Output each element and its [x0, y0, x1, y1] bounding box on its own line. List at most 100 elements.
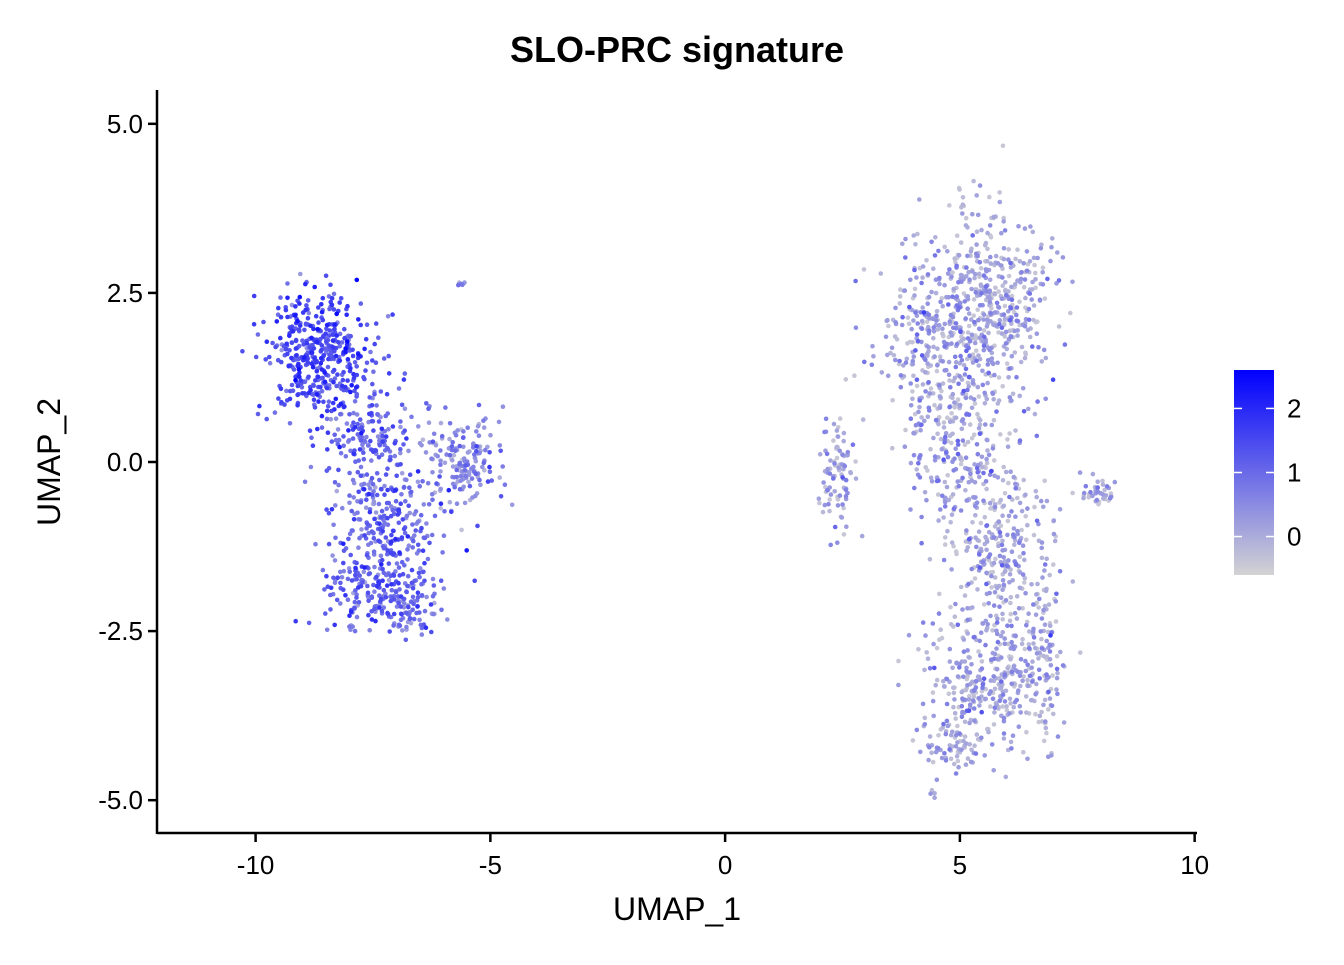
- cell-point: [974, 193, 979, 198]
- cell-point: [972, 401, 978, 406]
- cell-point: [294, 353, 299, 358]
- cell-point: [933, 235, 938, 240]
- cell-point: [960, 475, 965, 481]
- cell-point: [938, 436, 944, 442]
- cell-point: [919, 514, 924, 520]
- cell-point: [958, 461, 964, 467]
- cell-point: [945, 271, 951, 276]
- cell-point: [373, 360, 379, 366]
- cell-point: [930, 759, 936, 765]
- cell-point: [297, 370, 302, 375]
- cell-point: [927, 745, 932, 750]
- cell-point: [297, 294, 303, 300]
- cell-point: [309, 350, 315, 355]
- cell-point: [356, 585, 361, 590]
- cell-point: [350, 353, 356, 359]
- cell-point: [951, 286, 956, 292]
- cell-point: [976, 394, 982, 399]
- cell-point: [977, 552, 982, 557]
- cell-point: [1015, 528, 1020, 534]
- cell-point: [373, 510, 379, 515]
- cell-point: [1053, 619, 1059, 624]
- cell-point: [975, 411, 980, 417]
- cell-point: [985, 362, 991, 367]
- cell-point: [991, 722, 997, 727]
- cell-point: [420, 548, 426, 553]
- cell-point: [311, 397, 317, 403]
- cell-point: [296, 374, 302, 379]
- cell-point: [324, 468, 330, 474]
- cell-point: [365, 521, 370, 527]
- cell-point: [963, 215, 969, 221]
- cell-point: [404, 477, 409, 483]
- cell-point: [314, 392, 320, 397]
- cell-point: [955, 442, 961, 447]
- cell-point: [1031, 317, 1036, 323]
- cell-point: [371, 582, 376, 588]
- cell-point: [913, 242, 918, 247]
- cell-point: [964, 528, 969, 533]
- cell-point: [1015, 333, 1020, 338]
- cell-point: [1026, 642, 1032, 647]
- cell-point: [843, 477, 849, 483]
- cell-point: [932, 454, 938, 459]
- cell-point: [472, 452, 477, 457]
- cell-point: [964, 498, 969, 503]
- cell-point: [1037, 676, 1042, 681]
- cell-point: [388, 539, 394, 545]
- cell-point: [937, 383, 942, 388]
- cell-point: [347, 569, 353, 575]
- cell-point: [940, 725, 946, 730]
- cell-point: [921, 310, 927, 315]
- cell-point: [356, 489, 362, 495]
- cell-point: [974, 465, 980, 471]
- cell-point: [401, 377, 407, 382]
- cell-point: [940, 326, 945, 332]
- cell-point: [475, 523, 480, 529]
- cell-point: [981, 328, 987, 333]
- cell-point: [1004, 563, 1010, 568]
- cell-point: [925, 344, 930, 349]
- cell-point: [989, 585, 994, 590]
- cell-point: [908, 460, 914, 466]
- cell-point: [481, 425, 487, 430]
- cell-point: [276, 305, 281, 311]
- cell-point: [1100, 478, 1105, 484]
- cell-point: [1017, 704, 1023, 709]
- cell-point: [871, 354, 876, 359]
- cell-point: [264, 339, 270, 345]
- cell-point: [1002, 316, 1008, 322]
- cell-point: [968, 471, 973, 477]
- cell-point: [912, 485, 917, 491]
- cell-point: [1007, 711, 1012, 716]
- cell-point: [952, 405, 957, 410]
- cell-point: [392, 453, 398, 459]
- cell-point: [344, 312, 350, 318]
- cell-point: [951, 685, 956, 691]
- cell-point: [358, 301, 364, 306]
- cell-point: [336, 467, 341, 473]
- cell-point: [918, 428, 923, 433]
- cell-point: [329, 439, 335, 444]
- cell-point: [371, 449, 376, 455]
- cell-point: [969, 436, 975, 441]
- cell-point: [396, 520, 402, 526]
- cell-point: [990, 628, 995, 633]
- cell-point: [319, 413, 325, 419]
- cell-point: [374, 583, 380, 589]
- cell-point: [324, 416, 330, 422]
- cell-point: [366, 482, 371, 488]
- cell-point: [985, 230, 990, 236]
- cell-point: [1025, 522, 1030, 528]
- cell-point: [996, 274, 1002, 279]
- cell-point: [311, 326, 316, 332]
- cell-point: [988, 468, 994, 474]
- cell-point: [1045, 629, 1051, 635]
- cell-point: [382, 442, 387, 448]
- cell-point: [822, 502, 828, 508]
- cell-point: [993, 285, 998, 291]
- cell-point: [350, 528, 355, 533]
- cell-point: [406, 448, 411, 454]
- cell-point: [841, 505, 846, 511]
- cell-point: [419, 525, 424, 531]
